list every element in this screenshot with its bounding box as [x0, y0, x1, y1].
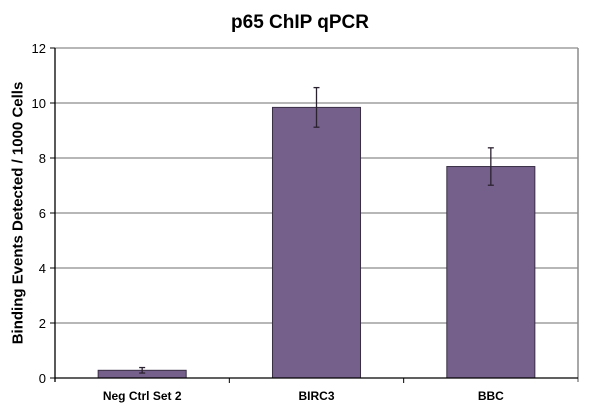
x-axis-categories: Neg Ctrl Set 2 BIRC3 BBC	[103, 378, 504, 403]
x-category-label: BBC	[478, 389, 504, 403]
x-category-label: Neg Ctrl Set 2	[103, 389, 182, 403]
y-tick-label: 12	[32, 41, 46, 56]
axes	[54, 48, 579, 382]
y-tick-label: 8	[39, 151, 46, 166]
chart-title: p65 ChIP qPCR	[231, 12, 369, 33]
y-tick-label: 4	[39, 261, 46, 276]
bars	[97, 106, 536, 379]
y-tick-label: 6	[39, 206, 46, 221]
bar	[271, 106, 362, 379]
error-bars	[139, 86, 494, 374]
y-tick-label: 0	[39, 371, 46, 386]
y-tick-label: 2	[39, 316, 46, 331]
bar	[446, 166, 536, 379]
x-category-label: BIRC3	[298, 389, 334, 403]
y-tick-label: 10	[32, 96, 46, 111]
y-axis-ticks: 0 2 4 6 8 10 12	[32, 41, 55, 386]
